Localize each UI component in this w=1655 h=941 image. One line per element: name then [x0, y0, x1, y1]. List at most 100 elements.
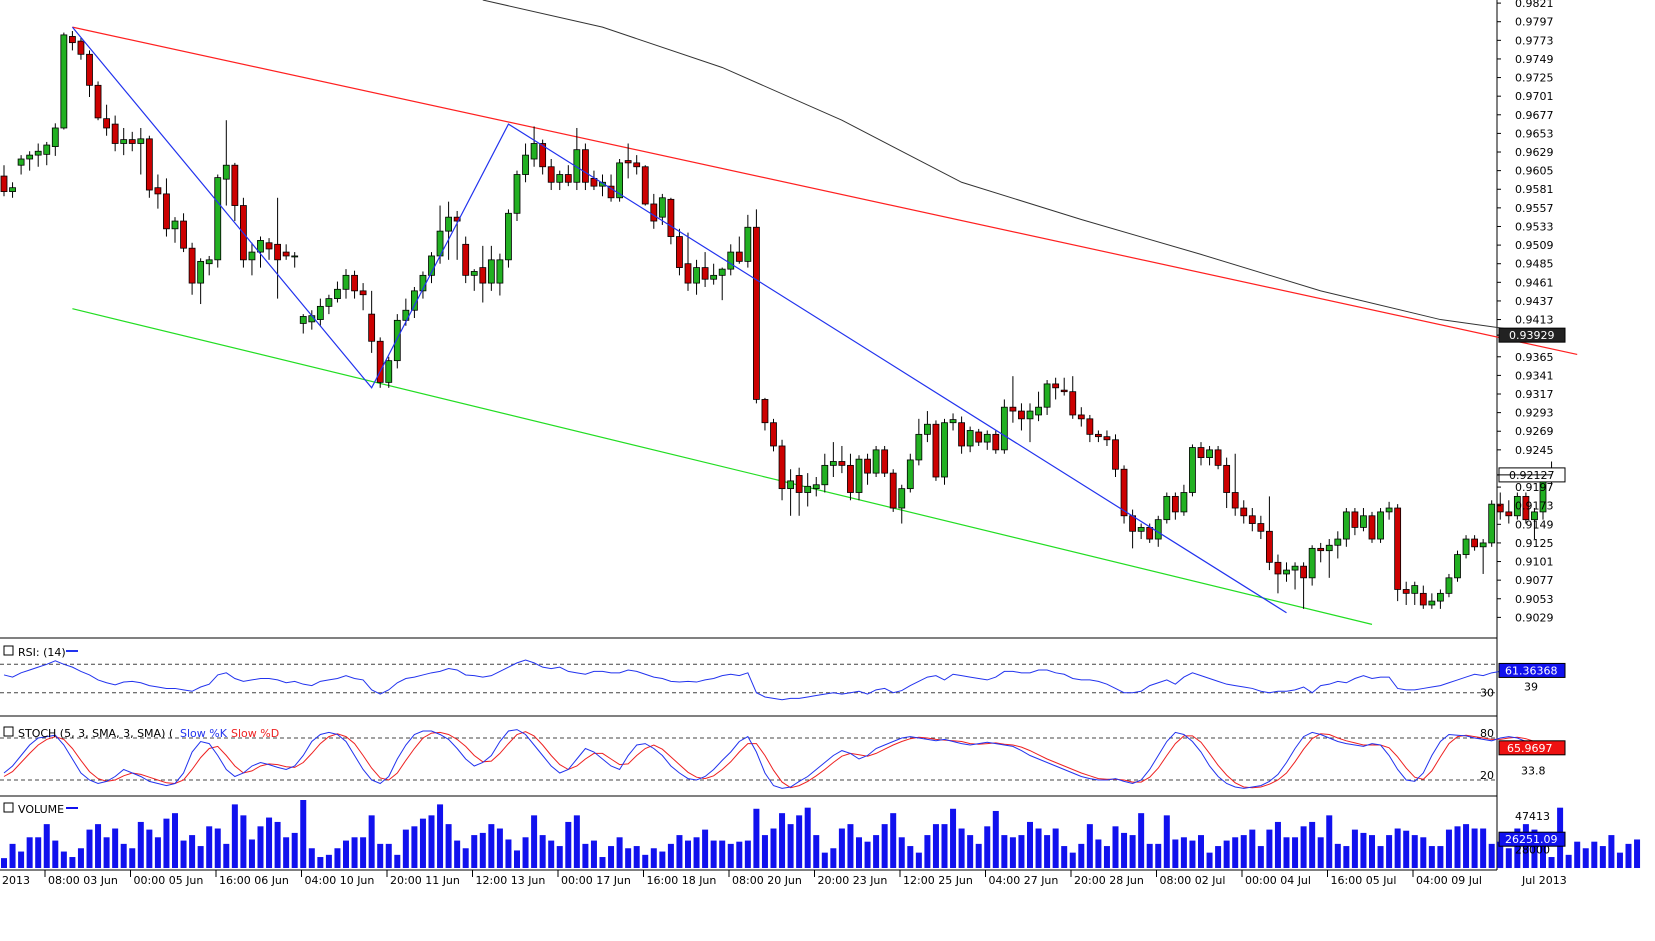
candle-body: [556, 174, 564, 183]
candle-body: [1086, 418, 1094, 435]
candle-body: [368, 313, 376, 342]
price-tick-label: 0.9245: [1515, 444, 1554, 457]
volume-bar: [847, 824, 854, 868]
price-tick-label: 0.9293: [1515, 407, 1554, 420]
volume-bar: [813, 835, 820, 868]
volume-bar: [531, 815, 538, 868]
candle: [778, 439, 786, 501]
volume-bar: [633, 846, 640, 868]
candle-body: [1240, 507, 1248, 517]
candle-body: [163, 193, 170, 230]
candle: [505, 209, 512, 268]
candle: [1394, 504, 1402, 602]
volume-bar: [317, 857, 324, 868]
rsi-title: RSI: (14): [18, 646, 66, 659]
price-tick-label: 0.9605: [1515, 165, 1554, 178]
candle: [26, 151, 34, 171]
candle: [1317, 542, 1325, 563]
volume-bar: [676, 835, 683, 868]
volume-bar: [565, 821, 572, 868]
time-label: 04:00 09 Jul: [1416, 874, 1482, 887]
candle: [1351, 508, 1359, 536]
candle: [1445, 573, 1453, 598]
candle: [274, 197, 282, 299]
volume-bar: [1103, 846, 1110, 868]
time-label: 04:00 10 Jun: [305, 874, 375, 887]
candle-body: [0, 175, 8, 192]
volume-bar: [1138, 813, 1145, 868]
candle: [1000, 399, 1008, 454]
volume-bar: [112, 828, 119, 868]
candle-body: [539, 143, 547, 168]
rsi-line: [3, 659, 1552, 701]
candle: [282, 244, 290, 260]
candle: [1052, 377, 1060, 400]
candle: [812, 477, 820, 497]
time-corner-label: Jul 2013: [1521, 874, 1567, 887]
volume-bar: [1189, 840, 1196, 868]
candle-body: [693, 267, 700, 284]
candle: [385, 356, 393, 388]
candle-body: [1206, 449, 1213, 459]
candle: [855, 455, 863, 501]
candle-body: [1180, 492, 1188, 513]
candle-body: [351, 274, 358, 292]
candle: [633, 155, 641, 175]
candle-body: [753, 226, 760, 400]
candle-body: [1223, 464, 1231, 493]
candle-body: [864, 458, 871, 474]
time-label: 00:00 04 Jul: [1245, 874, 1311, 887]
volume-bar: [958, 828, 965, 868]
candle-body: [1342, 511, 1350, 540]
candle-body: [821, 464, 829, 486]
price-tick-label: 0.9653: [1515, 127, 1554, 140]
candle: [821, 453, 829, 493]
candle: [257, 236, 264, 268]
candle: [111, 115, 119, 152]
volume-bar: [856, 837, 862, 868]
candle: [205, 255, 213, 276]
candle-body: [1000, 406, 1008, 451]
candle: [906, 453, 914, 493]
candle: [530, 126, 538, 167]
volume-bar: [325, 854, 332, 868]
candle: [727, 244, 735, 276]
volume-bar: [838, 828, 845, 868]
candle: [1428, 593, 1436, 609]
volume-bar: [163, 818, 170, 868]
candle: [1325, 539, 1333, 578]
candle-body: [530, 143, 538, 160]
candle-body: [949, 419, 957, 424]
volume-bar: [1548, 857, 1555, 868]
volume-bar: [291, 832, 298, 868]
candle-body: [915, 433, 923, 461]
volume-bar: [1369, 835, 1375, 868]
candle: [163, 178, 170, 237]
volume-bar: [642, 854, 649, 868]
candle-body: [966, 430, 974, 447]
volume-bar: [1163, 815, 1170, 868]
candle-body: [855, 458, 863, 493]
candle: [69, 31, 76, 51]
candle-body: [385, 360, 393, 383]
candle: [847, 453, 854, 501]
candle: [351, 270, 358, 299]
candle-body: [1189, 447, 1196, 493]
volume-bar: [830, 848, 837, 868]
volume-bar: [599, 857, 606, 868]
rsi-current-box: [1498, 662, 1566, 678]
volume-bar: [1403, 830, 1410, 868]
volume-bar: [360, 837, 367, 868]
candle-body: [205, 259, 213, 265]
volume-bar: [172, 813, 178, 868]
candle-body: [1060, 389, 1068, 393]
candle-body: [1505, 511, 1513, 517]
candle-body: [1266, 530, 1273, 563]
price-tick-label: 0.9677: [1515, 109, 1554, 122]
volume-bar: [1274, 821, 1281, 868]
candle: [1471, 535, 1478, 551]
candle: [676, 228, 683, 276]
candle-body: [1146, 527, 1154, 540]
time-label: 20:00 11 Jun: [390, 874, 460, 887]
candle-body: [103, 118, 110, 129]
